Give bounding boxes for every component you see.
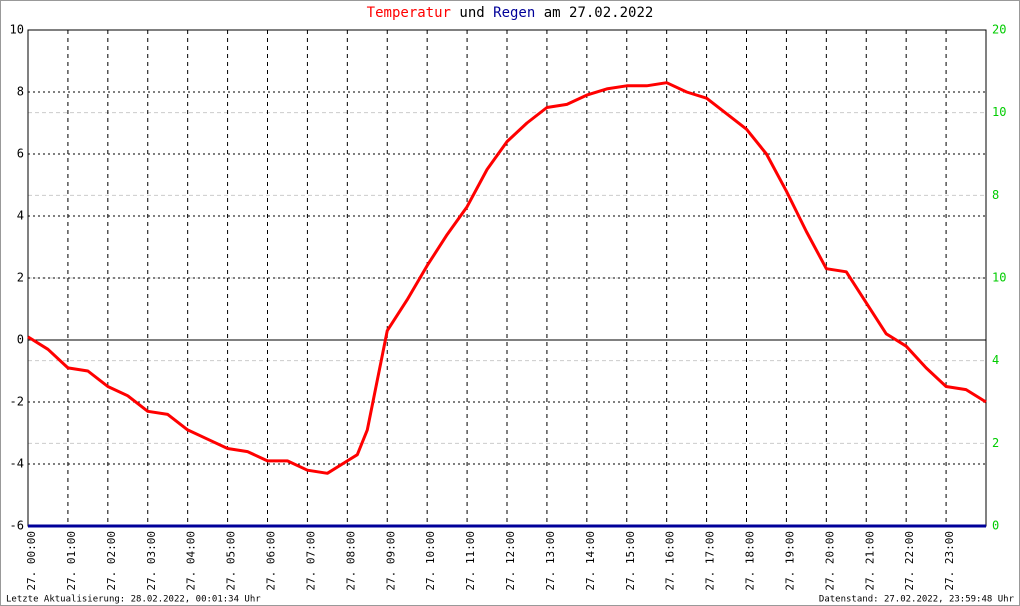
- x-tick-label: 27. 00:00: [25, 531, 38, 591]
- y-tick-label: 0: [17, 333, 24, 347]
- y2-tick-label: 4: [992, 353, 999, 367]
- y2-tick-label: 8: [992, 188, 999, 202]
- x-tick-label: 27. 14:00: [584, 531, 597, 591]
- x-tick-label: 27. 13:00: [544, 531, 557, 591]
- y-tick-label: 6: [17, 147, 24, 161]
- y-tick-label: -2: [10, 395, 24, 409]
- x-tick-label: 27. 06:00: [265, 531, 278, 591]
- y2-tick-label: 20: [992, 23, 1006, 37]
- y2-tick-label: 10: [992, 105, 1006, 119]
- x-tick-label: 27. 16:00: [664, 531, 677, 591]
- y-tick-label: 4: [17, 209, 24, 223]
- x-tick-label: 27. 18:00: [744, 531, 757, 591]
- x-tick-label: 27. 02:00: [105, 531, 118, 591]
- title-date: am 27.02.2022: [544, 5, 654, 21]
- x-tick-label: 27. 09:00: [384, 531, 397, 591]
- y-tick-label: -6: [10, 519, 24, 533]
- footer-left: Letzte Aktualisierung: 28.02.2022, 00:01…: [6, 595, 261, 605]
- chart-title: Temperatur und Regen am 27.02.2022: [367, 5, 654, 21]
- x-tick-label: 27. 10:00: [424, 531, 437, 591]
- x-tick-label: 27. 21:00: [863, 531, 876, 591]
- x-tick-label: 27. 17:00: [704, 531, 717, 591]
- x-tick-label: 27. 12:00: [504, 531, 517, 591]
- title-temp: Temperatur: [367, 5, 451, 21]
- series-line: [27, 81, 987, 475]
- y-tick-label: 8: [17, 85, 24, 99]
- x-tick-label: 27. 01:00: [65, 531, 78, 591]
- title-connector: und: [459, 5, 484, 21]
- y-tick-label: 10: [10, 23, 24, 37]
- title-rain: Regen: [493, 5, 535, 21]
- x-tick-label: 27. 11:00: [464, 531, 477, 591]
- x-tick-label: 27. 20:00: [823, 531, 836, 591]
- y2-tick-label: 2: [992, 436, 999, 450]
- y-tick-label: 2: [17, 271, 24, 285]
- x-tick-label: 27. 04:00: [185, 531, 198, 591]
- y2-tick-label: 10: [992, 271, 1006, 285]
- x-tick-label: 27. 15:00: [624, 531, 637, 591]
- y2-tick-label: 0: [992, 519, 999, 533]
- footer-right: Datenstand: 27.02.2022, 23:59:48 Uhr: [819, 595, 1015, 605]
- x-tick-label: 27. 23:00: [943, 531, 956, 591]
- x-tick-label: 27. 19:00: [783, 531, 796, 591]
- x-tick-label: 27. 22:00: [903, 531, 916, 591]
- x-tick-label: 27. 03:00: [145, 531, 158, 591]
- x-tick-label: 27. 05:00: [225, 531, 238, 591]
- x-tick-label: 27. 08:00: [344, 531, 357, 591]
- x-tick-label: 27. 07:00: [304, 531, 317, 591]
- y-tick-label: -4: [10, 457, 24, 471]
